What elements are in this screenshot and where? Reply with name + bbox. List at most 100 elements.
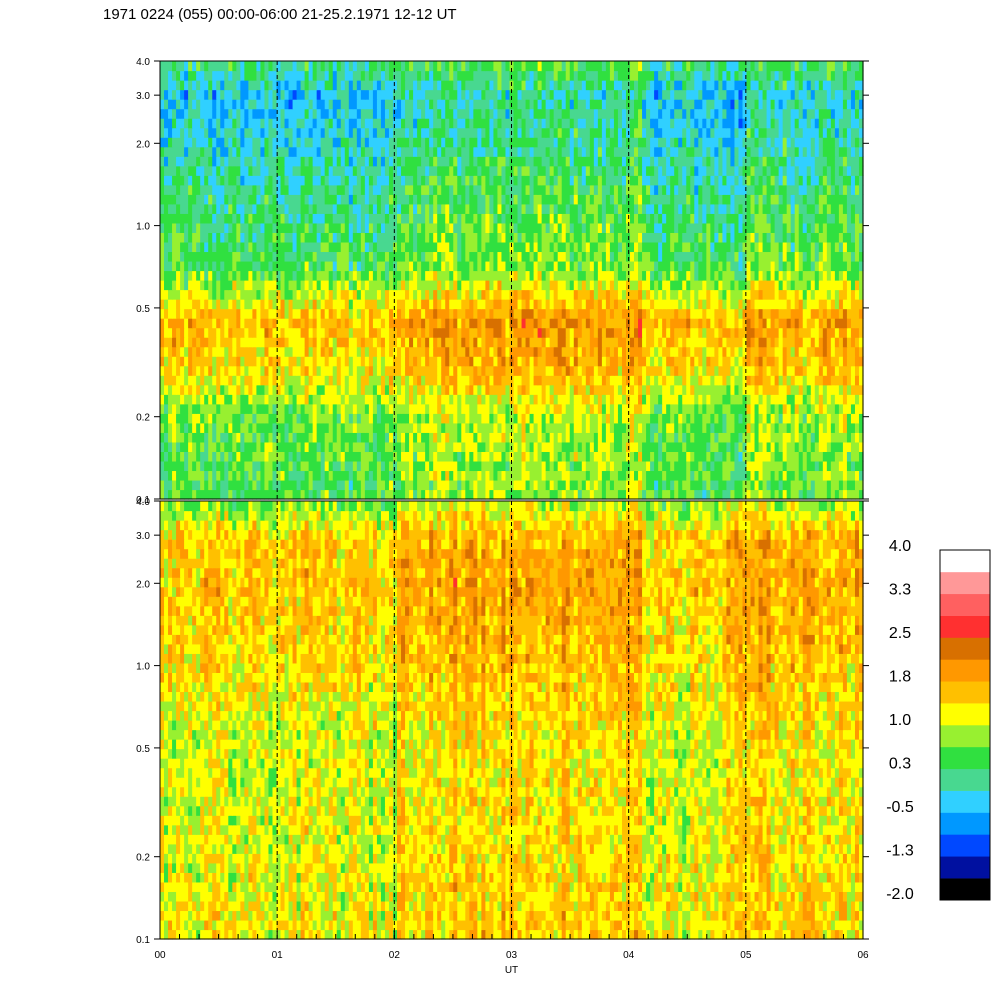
spectrogram-cell [517, 327, 523, 338]
spectrogram-cell [642, 232, 647, 243]
spectrogram-cell [288, 403, 294, 414]
spectrogram-cell [188, 299, 193, 310]
spectrogram-cell [750, 260, 756, 272]
spectrogram-cell [525, 346, 531, 357]
spectrogram-cell [328, 260, 334, 272]
spectrogram-cell [268, 299, 274, 310]
spectrogram-cell [380, 451, 386, 462]
spectrogram-cell [854, 308, 860, 319]
spectrogram-cell [738, 299, 744, 310]
spectrogram-cell [585, 280, 591, 291]
spectrogram-cell [766, 432, 772, 443]
spectrogram-cell [838, 375, 844, 386]
spectrogram-cell [397, 432, 402, 443]
spectrogram-cell [557, 318, 563, 329]
spectrogram-cell [710, 327, 715, 338]
spectrogram-cell [372, 232, 378, 243]
spectrogram-cell [417, 375, 422, 386]
spectrogram-cell [372, 308, 378, 319]
spectrogram-cell [678, 260, 683, 272]
spectrogram-cell [529, 289, 535, 300]
spectrogram-cell [569, 479, 575, 491]
spectrogram-cell [292, 337, 298, 348]
spectrogram-cell [328, 365, 334, 376]
spectrogram-cell [264, 327, 270, 338]
spectrogram-cell [730, 346, 736, 357]
spectrogram-cell [561, 280, 567, 291]
spectrogram-cell [232, 280, 237, 291]
spectrogram-cell [465, 337, 470, 348]
spectrogram-cell [674, 479, 679, 491]
spectrogram-cell [445, 337, 450, 348]
spectrogram-cell [621, 260, 627, 272]
spectrogram-cell [505, 479, 511, 491]
spectrogram-cell [630, 327, 635, 338]
spectrogram-cell [264, 346, 270, 357]
spectrogram-cell [437, 289, 442, 300]
spectrogram-cell [718, 365, 723, 376]
spectrogram-cell [850, 489, 856, 500]
spectrogram-cell [433, 394, 438, 405]
spectrogram-cell [698, 308, 703, 319]
spectrogram-cell [790, 413, 796, 424]
spectrogram-cell [774, 365, 780, 376]
spectrogram-cell [220, 327, 225, 338]
spectrogram-cell [557, 479, 563, 491]
spectrogram-cell [240, 270, 245, 281]
spectrogram-cell [738, 289, 744, 300]
spectrogram-cell [176, 308, 181, 319]
spectrogram-cell [236, 460, 241, 472]
spectrogram-cell [742, 460, 748, 472]
spectrogram-cell [585, 356, 591, 367]
spectrogram-cell [489, 489, 495, 500]
spectrogram-cell [344, 479, 350, 491]
spectrogram-cell [380, 232, 386, 243]
spectrogram-cell [176, 318, 181, 329]
spectrogram-cell [445, 260, 450, 272]
spectrogram-cell [445, 413, 450, 424]
spectrogram-cell [372, 441, 378, 452]
spectrogram-cell [384, 470, 390, 481]
spectrogram-cell [702, 489, 707, 500]
spectrogram-cell [413, 403, 418, 414]
spectrogram-cell [722, 432, 728, 443]
spectrogram-cell [236, 384, 241, 395]
spectrogram-cell [573, 432, 579, 443]
spectrogram-cell [421, 337, 426, 348]
spectrogram-cell [453, 356, 458, 367]
spectrogram-cell [850, 432, 856, 443]
spectrogram-cell [710, 270, 715, 281]
spectrogram-cell [200, 384, 205, 395]
spectrogram-cell [738, 413, 744, 424]
spectrogram-cell [192, 356, 197, 367]
spectrogram-cell [670, 251, 675, 262]
spectrogram-cell [718, 327, 723, 338]
spectrogram-cell [180, 479, 185, 491]
spectrogram-cell [401, 394, 406, 405]
spectrogram-cell [818, 289, 824, 300]
spectrogram-cell [762, 375, 768, 386]
spectrogram-cell [666, 460, 671, 472]
spectrogram-cell [682, 460, 687, 472]
spectrogram-cell [774, 470, 780, 481]
spectrogram-cell [421, 299, 426, 310]
spectrogram-cell [276, 232, 282, 243]
spectrogram-cell [722, 422, 728, 433]
spectrogram-cell [248, 375, 253, 386]
spectrogram-cell [521, 318, 527, 329]
spectrogram-cell [196, 318, 201, 329]
spectrogram-cell [533, 327, 539, 338]
spectrogram-cell [505, 394, 511, 405]
spectrogram-cell [549, 280, 555, 291]
spectrogram-cell [838, 270, 844, 281]
spectrogram-cell [204, 365, 209, 376]
spectrogram-cell [449, 441, 454, 452]
spectrogram-cell [421, 308, 426, 319]
spectrogram-cell [172, 432, 177, 443]
spectrogram-cell [477, 422, 482, 433]
spectrogram-cell [718, 318, 723, 329]
spectrogram-cell [457, 241, 462, 253]
spectrogram-cell [782, 308, 788, 319]
spectrogram-cell [778, 432, 784, 443]
spectrogram-cell [481, 232, 486, 243]
